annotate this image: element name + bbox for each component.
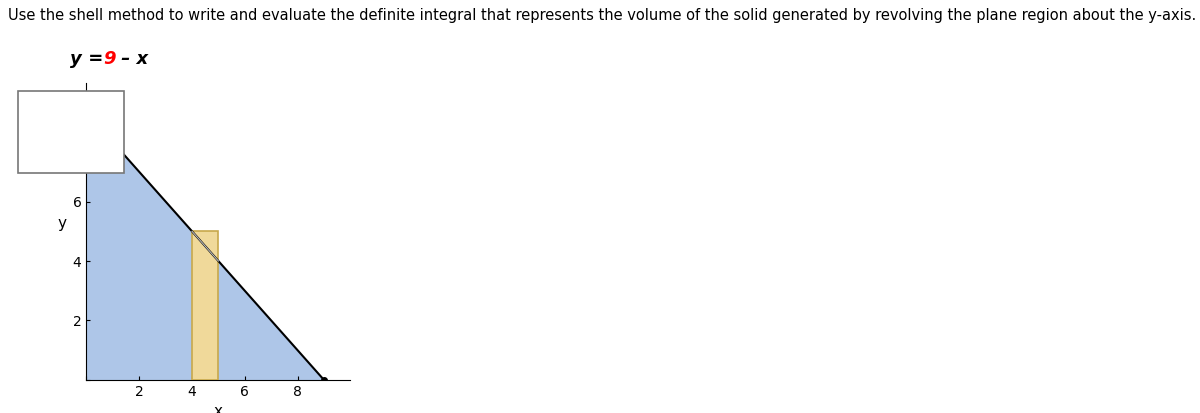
X-axis label: x: x	[214, 404, 223, 413]
Text: =: =	[82, 50, 109, 68]
Text: y: y	[70, 50, 82, 68]
Y-axis label: y: y	[58, 216, 66, 231]
Text: 9: 9	[103, 50, 115, 68]
Text: – x: – x	[115, 50, 149, 68]
Bar	[192, 231, 218, 380]
Text: Use the shell method to write and evaluate the definite integral that represents: Use the shell method to write and evalua…	[8, 8, 1196, 23]
